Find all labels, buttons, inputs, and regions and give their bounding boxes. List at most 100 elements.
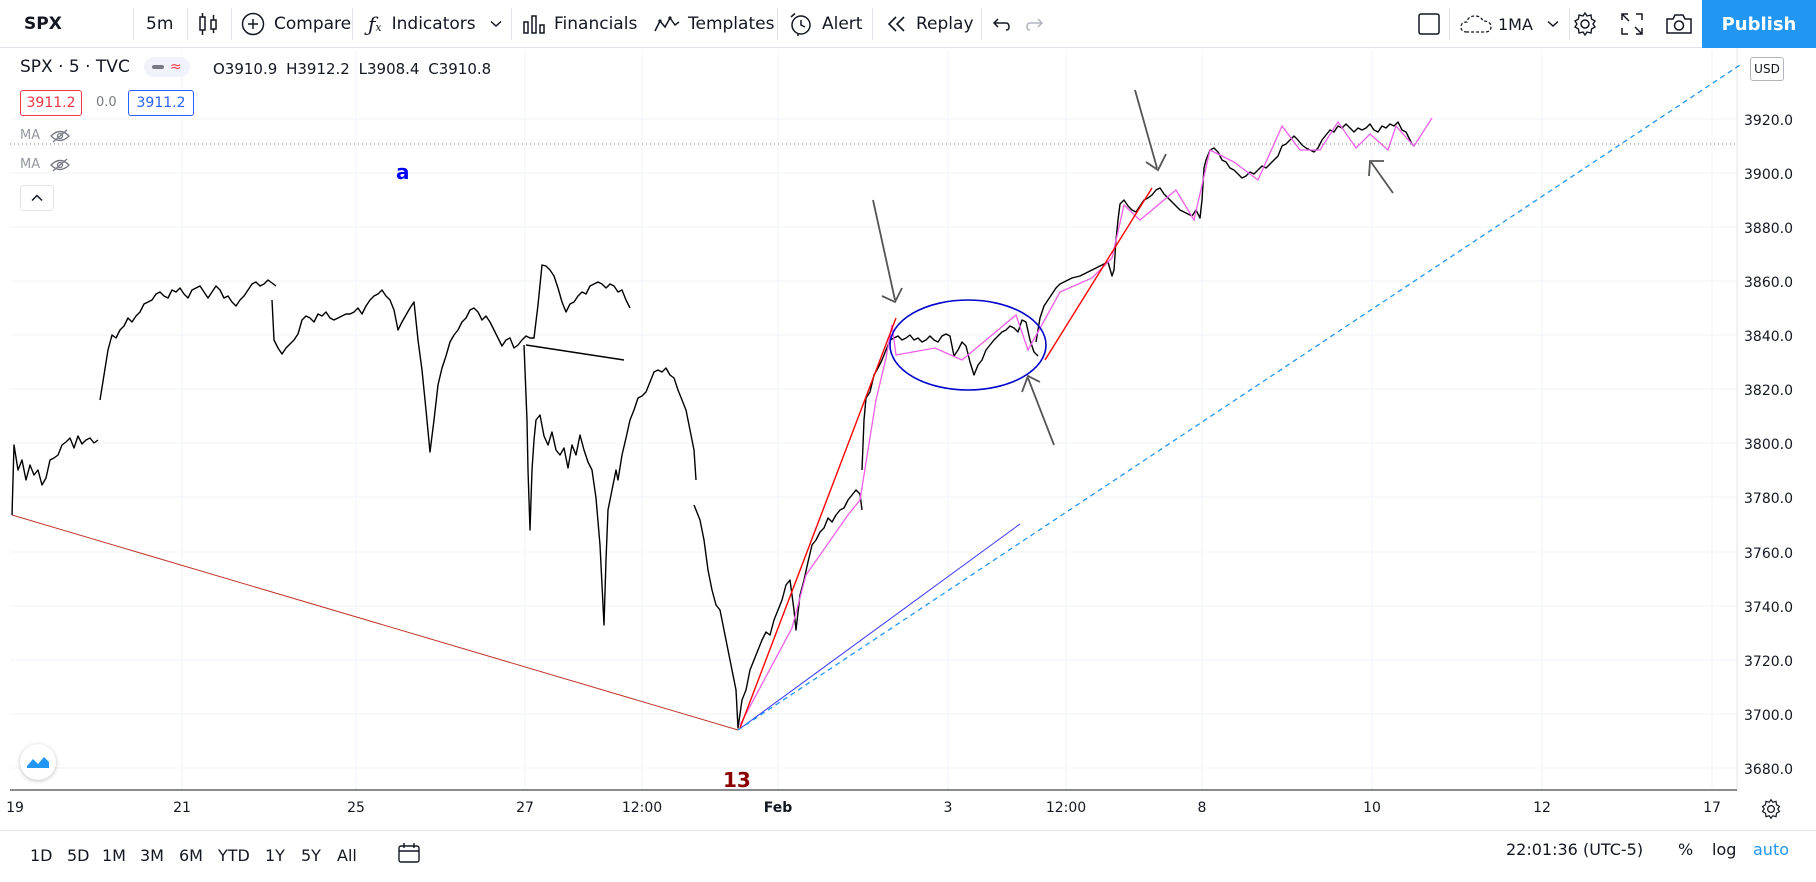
divider [187, 8, 188, 40]
bar-chart-icon [523, 15, 545, 34]
replay-label: Replay [916, 14, 974, 34]
trendline-dashed-channel [737, 64, 1741, 731]
annotation-wave-13: 13 [723, 768, 751, 792]
redo-button[interactable] [1026, 0, 1046, 48]
minus-icon [151, 65, 164, 69]
price-chart[interactable] [0, 48, 1816, 828]
symbol-legend[interactable]: SPX · 5 · TVC ≈ [20, 57, 190, 77]
collapse-legend-button[interactable] [20, 185, 54, 211]
buy-price-button[interactable]: 3911.2 [128, 90, 194, 116]
divider [231, 8, 232, 40]
divider [872, 8, 873, 40]
percent-scale-toggle[interactable]: % [1678, 840, 1694, 859]
time-axis-label: 19 [6, 800, 24, 816]
price-axis-label: 3900.0 [1744, 167, 1793, 183]
undo-icon [992, 18, 1010, 31]
gear-icon [1574, 11, 1596, 37]
tradingview-logo[interactable] [20, 744, 56, 780]
plus-circle-icon [241, 12, 265, 36]
divider [777, 8, 778, 40]
indicators-button[interactable]: ƒx Indicators [368, 0, 502, 48]
ohlc-values: O3910.9 H3912.2 L3908.4 C3910.8 [213, 60, 495, 78]
range-button-5y[interactable]: 5Y [301, 845, 321, 865]
ma-indicator-1[interactable]: MA [20, 128, 71, 143]
interval-button[interactable]: 5m [146, 0, 173, 48]
range-button-all[interactable]: All [337, 845, 357, 865]
sell-price-button[interactable]: 3911.2 [20, 90, 82, 116]
fullscreen-button[interactable] [1620, 0, 1644, 48]
date-range-picker-button[interactable] [397, 842, 421, 868]
divider [352, 8, 353, 40]
undo-button[interactable] [990, 0, 1010, 48]
snapshot-button[interactable] [1665, 0, 1693, 48]
chevron-down-icon[interactable] [1547, 20, 1559, 28]
currency-badge[interactable]: USD [1750, 57, 1784, 81]
close-value: C3910.8 [428, 60, 492, 78]
fullscreen-icon [1621, 13, 1643, 35]
legend-title: SPX · 5 · TVC [20, 57, 130, 77]
price-axis-label: 3880.0 [1744, 221, 1793, 237]
range-button-6m[interactable]: 6M [179, 845, 203, 865]
eye-hidden-icon[interactable] [50, 129, 71, 143]
redo-icon [1026, 18, 1044, 31]
chart-type-button[interactable] [197, 0, 219, 48]
publish-button[interactable]: Publish [1702, 0, 1816, 48]
replay-button[interactable]: Replay [886, 0, 974, 48]
auto-scale-toggle[interactable]: auto [1753, 840, 1790, 859]
square-icon [1418, 13, 1440, 35]
price-axis-label: 3760.0 [1744, 546, 1793, 562]
layout-select-button[interactable] [1417, 0, 1441, 48]
ma-indicator-2[interactable]: MA [20, 157, 71, 172]
price-axis-label: 3700.0 [1744, 708, 1793, 724]
legend-visibility-toggle[interactable]: ≈ [143, 57, 190, 77]
price-axis-label: 3680.0 [1744, 762, 1793, 778]
compare-button[interactable]: Compare [240, 0, 351, 48]
chevron-up-icon [31, 194, 43, 202]
rewind-icon [887, 16, 905, 32]
axis-settings-button[interactable] [1760, 798, 1782, 824]
settings-button[interactable] [1572, 0, 1598, 48]
time-axis-label: 25 [347, 800, 365, 816]
buy-price: 3911.2 [136, 95, 186, 111]
compare-label: Compare [274, 14, 352, 34]
range-button-1m[interactable]: 1M [102, 845, 126, 865]
publish-label: Publish [1721, 13, 1797, 35]
range-button-3m[interactable]: 3M [140, 845, 164, 865]
range-button-1y[interactable]: 1Y [265, 845, 285, 865]
price-axis-label: 3740.0 [1744, 600, 1793, 616]
range-button-1d[interactable]: 1D [30, 845, 53, 865]
templates-button[interactable]: Templates [654, 0, 774, 48]
time-axis-label: 12:00 [621, 800, 663, 816]
price-axis-label: 3920.0 [1744, 113, 1793, 129]
time-axis-label: 12:00 [1045, 800, 1087, 816]
chart-grid [10, 50, 1737, 790]
log-scale-toggle[interactable]: log [1712, 840, 1737, 859]
chevron-down-icon[interactable] [490, 20, 502, 28]
templates-label: Templates [688, 14, 775, 34]
symbol-search[interactable]: SPX [24, 0, 62, 48]
symbol-label: SPX [24, 14, 62, 34]
layout-label: 1MA [1498, 14, 1533, 34]
high-value: H3912.2 [286, 60, 350, 78]
range-button-5d[interactable]: 5D [67, 845, 90, 865]
range-button-ytd[interactable]: YTD [218, 845, 250, 865]
calendar-icon [398, 843, 420, 863]
price-axis-label: 3800.0 [1744, 437, 1793, 453]
annotation-arrows [872, 89, 1394, 446]
trendline-red-up-2 [1044, 187, 1153, 361]
divider [981, 8, 982, 40]
clock-display[interactable]: 22:01:36 (UTC-5) [1506, 840, 1644, 859]
financials-label: Financials [554, 14, 638, 34]
candles-icon [199, 13, 217, 35]
trendline-blue [737, 523, 1021, 731]
spread-value: 0.0 [96, 95, 117, 110]
financials-button[interactable]: Financials [522, 0, 637, 48]
price-axis-label: 3860.0 [1744, 275, 1793, 291]
time-axis-label: 27 [516, 800, 534, 816]
layout-save-button[interactable]: 1MA [1460, 0, 1559, 48]
eye-hidden-icon[interactable] [50, 158, 71, 172]
alert-button[interactable]: Alert [788, 0, 862, 48]
camera-icon [1666, 14, 1692, 34]
wave-icon: ≈ [169, 59, 182, 75]
top-toolbar: SPX 5m Compare ƒx Indicators Financials … [0, 0, 1816, 48]
